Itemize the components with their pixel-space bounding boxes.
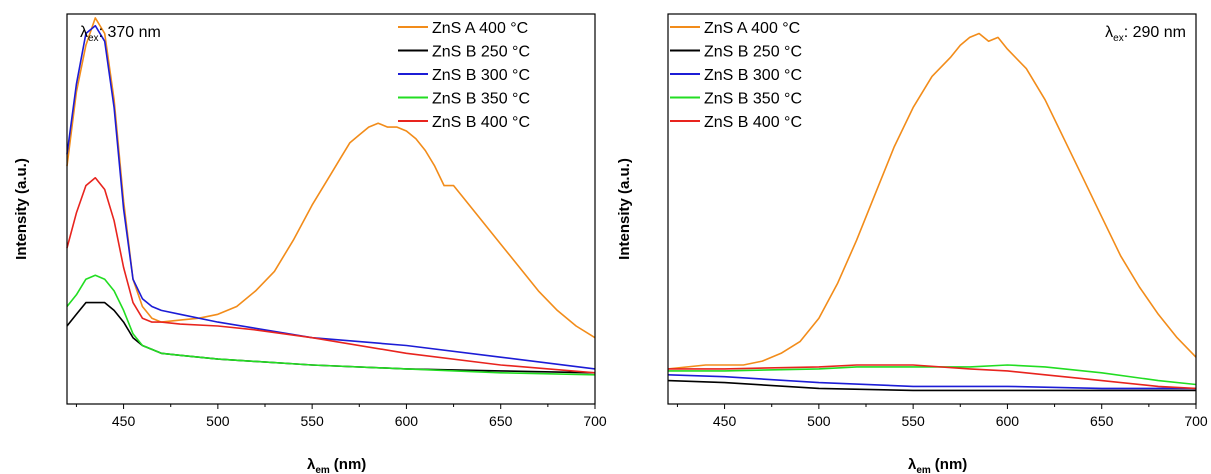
- y-axis-title: Intensity (a.u.): [616, 158, 633, 260]
- plot-frame: [66, 13, 596, 405]
- legend-label: ZnS B 350 °C: [432, 91, 530, 108]
- chart-panel-left: 450 500 550 600 650 700 λ em (nm) Intensity (a.u.…: [13, 13, 607, 474]
- annotation-value: : 370 nm: [99, 24, 161, 41]
- x-tick-label: 550: [901, 413, 925, 429]
- x-tick-label: 700: [1184, 413, 1208, 429]
- series-line-4: [668, 364, 1197, 390]
- x-axis-unit: (nm): [935, 456, 968, 473]
- x-tick-label: 700: [583, 413, 607, 429]
- annotation-lambda: λ: [80, 24, 88, 41]
- x-tick-label: 650: [1090, 413, 1114, 429]
- series-line-4: [66, 177, 596, 374]
- series-line-0: [667, 32, 1197, 370]
- series-line-2: [667, 374, 1196, 390]
- annotation-subscript: ex: [88, 33, 99, 44]
- series-line-2: [66, 24, 596, 370]
- x-tick-label: 500: [807, 413, 831, 429]
- x-tick-label: 600: [395, 413, 419, 429]
- x-axis-subscript: em: [916, 465, 931, 474]
- chart-panel-right: 450 500 550 600 650 700 λ em (nm) Intensity (a.u.…: [616, 13, 1208, 474]
- annotation-subscript: ex: [1113, 33, 1124, 44]
- series-line-1: [667, 379, 1196, 392]
- series-line-3: [668, 364, 1197, 386]
- series-line-0: [66, 17, 596, 339]
- legend-label: ZnS A 400 °C: [432, 20, 528, 37]
- legend: ZnS A 400 °C ZnS B 250 °C ZnS B 300 °C ZnS …: [670, 20, 802, 131]
- legend-label: ZnS B 300 °C: [704, 67, 802, 84]
- x-tick-label: 550: [300, 413, 324, 429]
- x-axis-title: λem (nm): [908, 456, 967, 474]
- excitation-annotation: λex: 370 nm: [80, 24, 161, 44]
- x-tick-label: 600: [996, 413, 1020, 429]
- x-tick-label: 450: [713, 413, 737, 429]
- plot-frame: [667, 13, 1197, 405]
- legend-label: ZnS B 250 °C: [704, 44, 802, 61]
- x-tick-label: 500: [206, 413, 230, 429]
- legend-label: ZnS B 250 °C: [432, 44, 530, 61]
- x-tick-label: 450: [112, 413, 136, 429]
- x-axis-unit: (nm): [334, 456, 367, 473]
- legend-label: ZnS B 400 °C: [432, 114, 530, 131]
- legend-label: ZnS B 350 °C: [704, 91, 802, 108]
- legend-label: ZnS B 300 °C: [432, 67, 530, 84]
- x-axis-subscript: em: [315, 465, 330, 474]
- annotation-lambda: λ: [1105, 24, 1113, 41]
- series-line-3: [66, 274, 596, 376]
- legend-label: ZnS A 400 °C: [704, 20, 800, 37]
- legend: ZnS A 400 °C ZnS B 250 °C ZnS B 300 °C ZnS …: [398, 20, 530, 131]
- series-line-1: [66, 301, 596, 374]
- x-tick-label: 650: [489, 413, 513, 429]
- excitation-annotation: λex: 290 nm: [1105, 24, 1186, 44]
- annotation-value: : 290 nm: [1124, 24, 1186, 41]
- y-axis-title: Intensity (a.u.): [13, 158, 30, 260]
- x-axis-title: λem (nm): [307, 456, 366, 474]
- legend-label: ZnS B 400 °C: [704, 114, 802, 131]
